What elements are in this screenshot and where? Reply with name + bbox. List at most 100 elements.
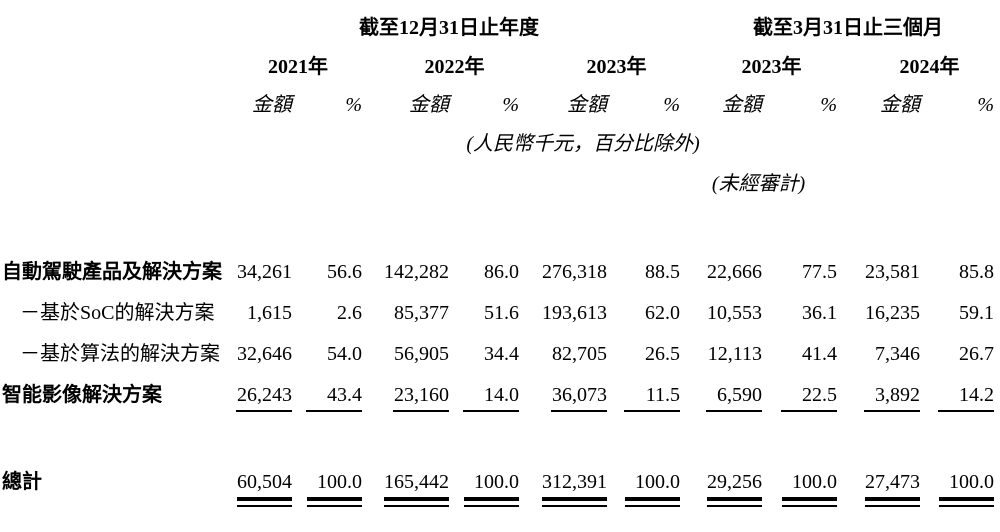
value-cell: 43.4 <box>292 379 362 424</box>
value-cell: 85,377 <box>394 302 449 324</box>
value-cell: 59.1 <box>959 302 994 324</box>
total-value-cell: 100.0 <box>292 466 362 524</box>
double-ruled-value: 100.0 <box>782 471 837 507</box>
row-label: 智能影像解決方案 <box>2 384 162 406</box>
col-header-amount: 金額 <box>567 94 607 116</box>
total-value-cell: 100.0 <box>762 466 837 524</box>
double-ruled-value: 100.0 <box>464 471 519 507</box>
value-cell: 14.0 <box>449 379 519 424</box>
double-ruled-value: 100.0 <box>307 471 362 507</box>
total-value-cell: 29,256 <box>680 466 762 524</box>
col-header-percent: % <box>345 94 362 116</box>
unaudited-note: (未經審計) <box>711 173 806 195</box>
value-cell: 26,243 <box>234 379 292 424</box>
total-value-cell: 100.0 <box>449 466 519 524</box>
group-header-row: 截至12月31日止年度 截至3月31日止三個月 <box>2 8 994 48</box>
revenue-breakdown-table: 截至12月31日止年度 截至3月31日止三個月 2021年 2022年 2023… <box>2 8 994 524</box>
year-header-row: 2021年 2022年 2023年 2023年 2024年 <box>2 48 994 86</box>
col-header-percent: % <box>663 94 680 116</box>
value-cell: 6,590 <box>680 379 762 424</box>
col-header-amount: 金額 <box>409 94 449 116</box>
double-ruled-value: 165,442 <box>384 471 449 507</box>
total-value-cell: 312,391 <box>519 466 607 524</box>
value-cell: 1,615 <box>247 302 292 324</box>
underlined-value: 23,160 <box>393 384 449 412</box>
value-cell: 26.5 <box>645 343 680 365</box>
value-cell: 85.8 <box>959 261 994 283</box>
empty-cell <box>2 86 234 124</box>
double-ruled-value: 27,473 <box>865 471 920 507</box>
value-cell: 142,282 <box>384 261 449 283</box>
value-cell: 11.5 <box>607 379 680 424</box>
value-cell: 32,646 <box>237 343 292 365</box>
underlined-value: 14.0 <box>463 384 519 412</box>
value-cell: 88.5 <box>645 261 680 283</box>
value-cell: 276,318 <box>542 261 607 283</box>
row-label: －基於SoC的解決方案 <box>20 302 215 324</box>
col-header-percent: % <box>977 94 994 116</box>
underlined-value: 22.5 <box>781 384 837 412</box>
total-value-cell: 27,473 <box>837 466 920 524</box>
year-header-2022: 2022年 <box>424 56 485 78</box>
group-header-quarterly: 截至3月31日止三個月 <box>753 17 943 39</box>
value-cell: 86.0 <box>484 261 519 283</box>
value-cell: 26.7 <box>959 343 994 365</box>
total-value-cell: 60,504 <box>234 466 292 524</box>
total-value-cell: 100.0 <box>920 466 994 524</box>
table-row-algorithm-solutions: －基於算法的解決方案 32,646 54.0 56,905 34.4 82,70… <box>2 338 994 379</box>
value-cell: 34.4 <box>484 343 519 365</box>
double-ruled-value: 29,256 <box>707 471 762 507</box>
table-row-smart-imaging: 智能影像解決方案 26,243 43.4 23,160 14.0 36,073 … <box>2 379 994 424</box>
underlined-value: 11.5 <box>624 384 680 412</box>
double-ruled-value: 100.0 <box>625 471 680 507</box>
col-header-percent: % <box>820 94 837 116</box>
value-cell: 22.5 <box>762 379 837 424</box>
value-cell: 41.4 <box>802 343 837 365</box>
spacer-row <box>2 204 994 256</box>
year-header-2021: 2021年 <box>268 56 328 78</box>
value-cell: 54.0 <box>327 343 362 365</box>
underlined-value: 26,243 <box>236 384 292 412</box>
empty-cell <box>2 48 234 86</box>
double-ruled-value: 100.0 <box>939 471 994 507</box>
empty-cell <box>2 8 234 48</box>
col-header-amount: 金額 <box>722 94 762 116</box>
units-note: (人民幣千元，百分比除外) <box>466 133 700 155</box>
unaudited-note-row: (未經審計) <box>2 164 994 204</box>
underlined-value: 14.2 <box>938 384 994 412</box>
value-cell: 23,160 <box>362 379 449 424</box>
total-value-cell: 165,442 <box>362 466 449 524</box>
underlined-value: 36,073 <box>551 384 607 412</box>
row-label: 自動駕駛產品及解決方案 <box>2 261 222 283</box>
underlined-value: 3,892 <box>864 384 920 412</box>
table-row-autonomous-driving: 自動駕駛產品及解決方案 34,261 56.6 142,282 86.0 276… <box>2 256 994 297</box>
underlined-value: 6,590 <box>706 384 762 412</box>
table-row-total: 總計 60,504 100.0 165,442 100.0 312,391 10… <box>2 466 994 524</box>
value-cell: 16,235 <box>865 302 920 324</box>
group-header-annual: 截至12月31日止年度 <box>359 17 539 39</box>
row-label: －基於算法的解決方案 <box>20 343 220 365</box>
value-cell: 14.2 <box>920 379 994 424</box>
empty-cell <box>2 124 234 164</box>
value-cell: 82,705 <box>552 343 607 365</box>
year-header-2023: 2023年 <box>586 56 647 78</box>
value-cell: 77.5 <box>802 261 837 283</box>
value-cell: 7,346 <box>875 343 920 365</box>
empty-cell <box>2 164 680 204</box>
col-header-percent: % <box>502 94 519 116</box>
total-row-label: 總計 <box>2 471 42 493</box>
table-row-soc-solutions: －基於SoC的解決方案 1,615 2.6 85,377 51.6 193,61… <box>2 297 994 338</box>
col-header-amount: 金額 <box>880 94 920 116</box>
double-ruled-value: 312,391 <box>542 471 607 507</box>
value-cell: 51.6 <box>484 302 519 324</box>
total-value-cell: 100.0 <box>607 466 680 524</box>
double-ruled-value: 60,504 <box>237 471 292 507</box>
value-cell: 12,113 <box>707 343 762 365</box>
year-header-2024-q1: 2024年 <box>899 56 960 78</box>
value-cell: 62.0 <box>645 302 680 324</box>
spacer-row <box>2 424 994 466</box>
value-cell: 23,581 <box>865 261 920 283</box>
empty-cell <box>837 164 994 204</box>
value-cell: 56,905 <box>394 343 449 365</box>
value-cell: 10,553 <box>707 302 762 324</box>
